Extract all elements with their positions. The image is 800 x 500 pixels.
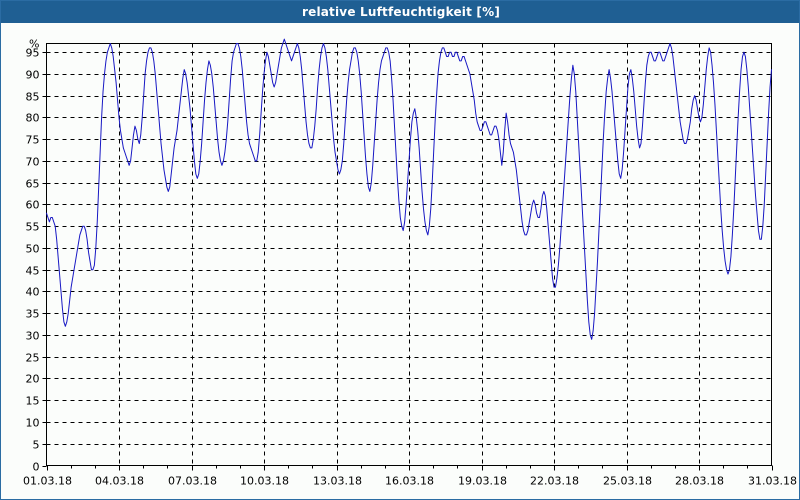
y-tick-label: 25 (26, 352, 40, 365)
x-tick-label: 25.03.18 (603, 475, 652, 488)
y-tick-label: 85 (26, 91, 40, 104)
y-tick-label: 5 (33, 439, 40, 452)
y-tick-label: 70 (26, 156, 40, 169)
y-tick-label: 30 (26, 330, 40, 343)
x-tick-label: 31.03.18 (748, 475, 797, 488)
x-axis-labels: 01.03.18 04.03.18 07.03.18 10.03.18 13.03.18… (23, 475, 797, 488)
x-tick-label: 19.03.18 (458, 475, 507, 488)
x-tick-label: 04.03.18 (95, 475, 144, 488)
y-tick-label: 50 (26, 243, 40, 256)
y-tick-label: 35 (26, 308, 40, 321)
y-tick-label: 80 (26, 112, 40, 125)
x-tick-label: 22.03.18 (530, 475, 579, 488)
y-tick-label: 60 (26, 199, 40, 212)
chart-area: 0 5 10 15 20 25 30 35 40 45 50 55 60 65 70 75 80 85 90 95% … (1, 23, 799, 499)
x-tick-label: 01.03.18 (23, 475, 72, 488)
vertical-gridlines (119, 43, 700, 466)
plot-background (1, 23, 799, 499)
y-tick-label: 95 (26, 47, 40, 60)
y-tick-label: 90 (26, 69, 40, 82)
x-tick-label: 13.03.18 (313, 475, 362, 488)
y-tick-label: 40 (26, 286, 40, 299)
y-tick-label: 55 (26, 221, 40, 234)
y-tick-label: 0 (33, 461, 40, 474)
y-tick-label: 45 (26, 265, 40, 278)
y-axis-ticks (42, 52, 47, 467)
x-tick-label: 07.03.18 (168, 475, 217, 488)
y-tick-label: 15 (26, 395, 40, 408)
y-tick-label: 10 (26, 417, 40, 430)
humidity-line-chart: 05101520253035404550556065707580859095% … (1, 23, 799, 499)
y-axis-unit-label: % (29, 38, 39, 51)
y-tick-label: 75 (26, 134, 40, 147)
y-tick-label: 65 (26, 178, 40, 191)
y-axis-labels: 0 5 10 15 20 25 30 35 40 45 50 55 60 65 70 75 80 85 90 95% (26, 38, 40, 474)
window-title: relative Luftfeuchtigkeit [%] (1, 1, 799, 23)
x-tick-label: 28.03.18 (675, 475, 724, 488)
y-tick-label: 20 (26, 373, 40, 386)
x-tick-label: 16.03.18 (385, 475, 434, 488)
humidity-series-line (46, 38, 772, 340)
plot-frame (46, 43, 772, 466)
x-tick-label: 10.03.18 (240, 475, 289, 488)
